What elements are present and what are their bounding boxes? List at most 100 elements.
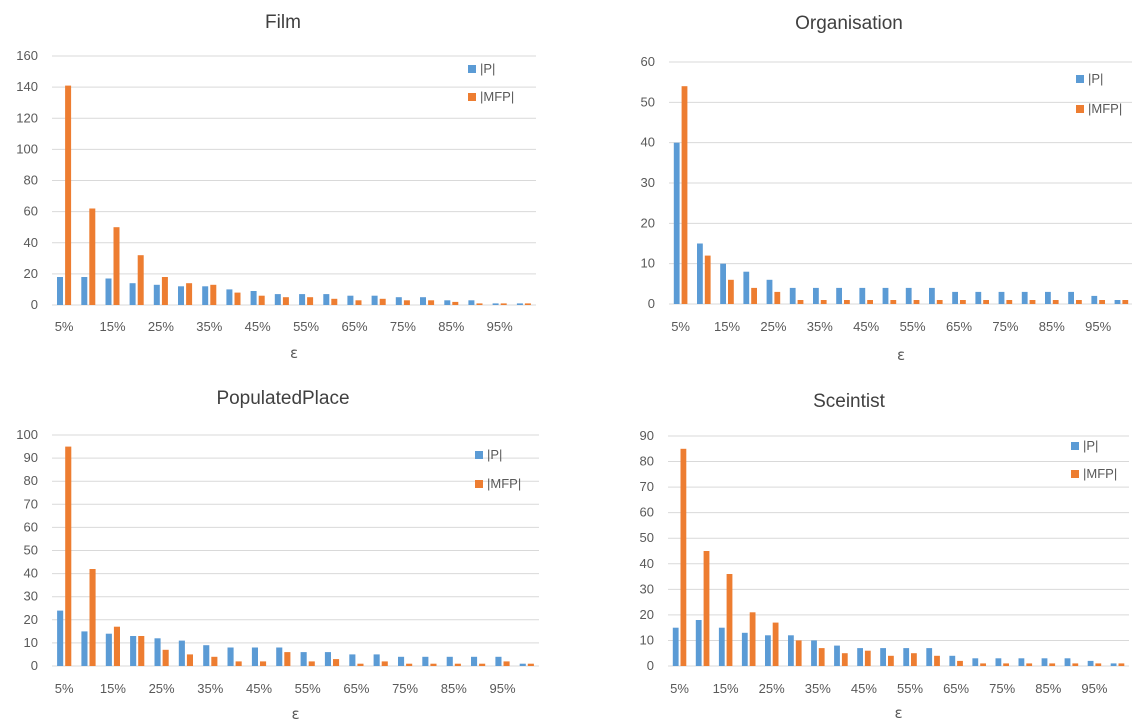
bar-p	[81, 631, 88, 666]
bar-mfp	[406, 663, 413, 666]
bar-mfp	[452, 301, 459, 305]
bar-mfp	[704, 255, 711, 304]
legend-label-mfp: |MFP|	[1083, 466, 1117, 481]
x-tick-label: 45%	[246, 681, 272, 696]
bar-p	[299, 294, 306, 305]
bar-p	[422, 656, 429, 666]
y-tick-label: 10	[24, 635, 38, 650]
bar-p	[492, 303, 499, 305]
bar-p	[720, 263, 726, 304]
bar-mfp	[162, 649, 169, 666]
bar-mfp	[211, 656, 218, 666]
y-tick-label: 160	[16, 48, 38, 63]
x-tick-label: 15%	[714, 319, 740, 334]
bar-p	[975, 291, 982, 304]
legend-swatch-mfp	[1076, 105, 1084, 113]
bar-mfp	[210, 284, 217, 305]
bar-mfp	[1052, 300, 1059, 304]
chart-panel-organisation: Organisation 0 10 20 30 40 50 60 5% 15% 25% 35% 45% 5…	[566, 0, 1132, 364]
bar-mfp	[774, 291, 781, 304]
x-tick-label: 85%	[441, 681, 467, 696]
bar-p	[811, 640, 817, 666]
x-tick-label: 5%	[670, 681, 689, 696]
bar-mfp	[681, 86, 688, 304]
x-tick-label: 85%	[438, 319, 464, 334]
bar-mfp	[1029, 300, 1036, 304]
bar-p	[57, 610, 64, 666]
bar-p	[395, 297, 402, 305]
bar-p	[444, 300, 451, 305]
x-tick-label: 35%	[807, 319, 833, 334]
x-tick-label: 85%	[1035, 681, 1061, 696]
y-tick-label: 40	[24, 235, 38, 250]
bar-mfp	[841, 653, 848, 666]
y-tick-label: 60	[641, 54, 655, 69]
x-tick-label: 5%	[55, 681, 74, 696]
bar-mfp	[379, 298, 386, 305]
bar-mfp	[1006, 300, 1013, 304]
bar-mfp	[282, 297, 289, 305]
y-tick-label: 20	[24, 612, 38, 627]
bar-p	[274, 294, 281, 305]
bar-mfp	[983, 300, 989, 304]
bar-p	[154, 638, 161, 666]
bar-p	[373, 654, 380, 666]
bar-p	[349, 654, 356, 666]
bar-p	[519, 663, 526, 666]
x-tick-label: 35%	[197, 681, 223, 696]
x-tick-label: 55%	[295, 681, 321, 696]
bar-p	[672, 627, 679, 666]
bar-p	[324, 652, 331, 666]
x-tick-label: 65%	[946, 319, 972, 334]
y-tick-label: 30	[641, 175, 655, 190]
bar-mfp	[113, 227, 120, 305]
y-tick-label: 100	[16, 141, 38, 156]
bar-mfp	[355, 300, 362, 305]
bar-p	[398, 656, 405, 666]
x-tick-label: 55%	[293, 319, 319, 334]
x-axis-label: ε	[894, 704, 902, 722]
bar-p	[813, 287, 819, 304]
bar-p	[1064, 658, 1071, 666]
y-tick-label: 50	[641, 94, 655, 109]
y-tick-label: 0	[31, 297, 38, 312]
bar-p	[926, 648, 933, 666]
legend-label-mfp: |MFP|	[487, 476, 521, 491]
bar-mfp	[1118, 663, 1125, 666]
bar-mfp	[864, 650, 871, 666]
bar-mfp	[161, 277, 168, 305]
chart-title: Sceintist	[813, 391, 886, 412]
bar-p	[673, 142, 680, 304]
bar-p	[743, 271, 750, 304]
x-tick-label: 25%	[759, 681, 785, 696]
bar-p	[1045, 291, 1051, 304]
legend-swatch-p	[468, 65, 476, 73]
legend-swatch-mfp	[1071, 470, 1079, 478]
x-tick-label: 95%	[489, 681, 515, 696]
bar-p	[250, 291, 257, 305]
bar-p	[129, 283, 136, 305]
y-tick-label: 90	[640, 428, 654, 443]
bar-mfp	[728, 279, 734, 304]
bar-p	[471, 656, 478, 666]
bar-p	[105, 278, 112, 305]
y-tick-label: 60	[24, 204, 38, 219]
x-tick-label: 75%	[390, 319, 416, 334]
legend-label-p: |P|	[1088, 71, 1103, 86]
bar-mfp	[138, 636, 145, 666]
y-tick-label: 50	[640, 530, 654, 545]
bar-mfp	[867, 300, 873, 304]
bar-p	[516, 303, 523, 305]
bar-p	[859, 287, 866, 304]
bar-mfp	[1026, 663, 1033, 666]
chart-title: Film	[265, 12, 301, 33]
bar-mfp	[934, 655, 940, 666]
bar-p	[300, 652, 307, 666]
bar-mfp	[500, 303, 507, 305]
bar-mfp	[479, 663, 486, 666]
bar-p	[995, 658, 1002, 666]
x-axis-label: ε	[290, 344, 298, 362]
y-tick-label: 20	[24, 266, 38, 281]
y-tick-label: 90	[24, 450, 38, 465]
chart-svg-film: Film 0 20 40 60 80 100 120 140 160 5% 15% 25% 35% 45% 5…	[16, 12, 536, 362]
